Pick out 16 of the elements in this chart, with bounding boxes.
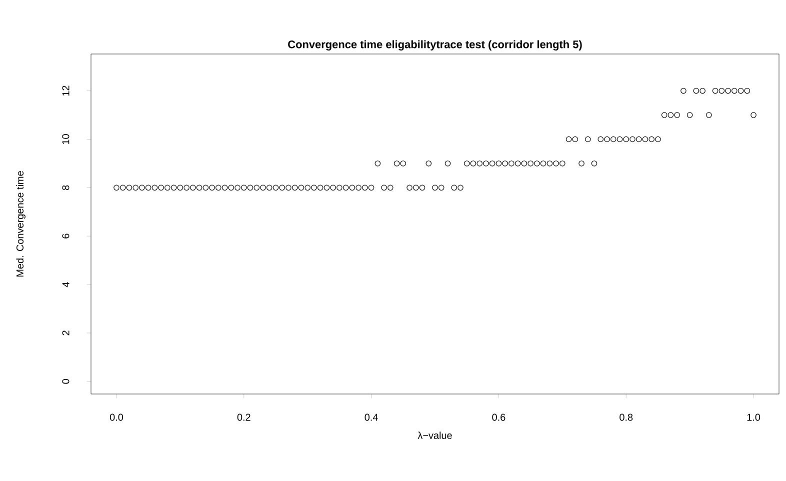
x-tick-label: 0.6 <box>492 414 506 421</box>
x-tick-label: 0.4 <box>364 414 378 421</box>
y-tick-label: 2 <box>62 330 70 336</box>
y-tick-label: 12 <box>62 86 70 96</box>
x-tick-label: 0.0 <box>110 414 124 421</box>
y-axis-title: Med. Convergence time <box>16 171 26 277</box>
chart-title: Convergence time eligabilitytrace test (corridor length 5) <box>288 40 582 51</box>
x-tick-label: 0.2 <box>237 414 250 421</box>
x-tick-label: 0.8 <box>620 414 633 421</box>
y-tick-label: 8 <box>62 185 70 190</box>
x-axis-title: λ−value <box>418 432 452 439</box>
x-tick-label: 1.0 <box>747 414 760 421</box>
y-tick-label: 10 <box>62 134 70 144</box>
y-tick-label: 0 <box>62 379 70 384</box>
y-tick-label: 4 <box>62 282 70 288</box>
y-tick-label: 6 <box>62 234 70 238</box>
